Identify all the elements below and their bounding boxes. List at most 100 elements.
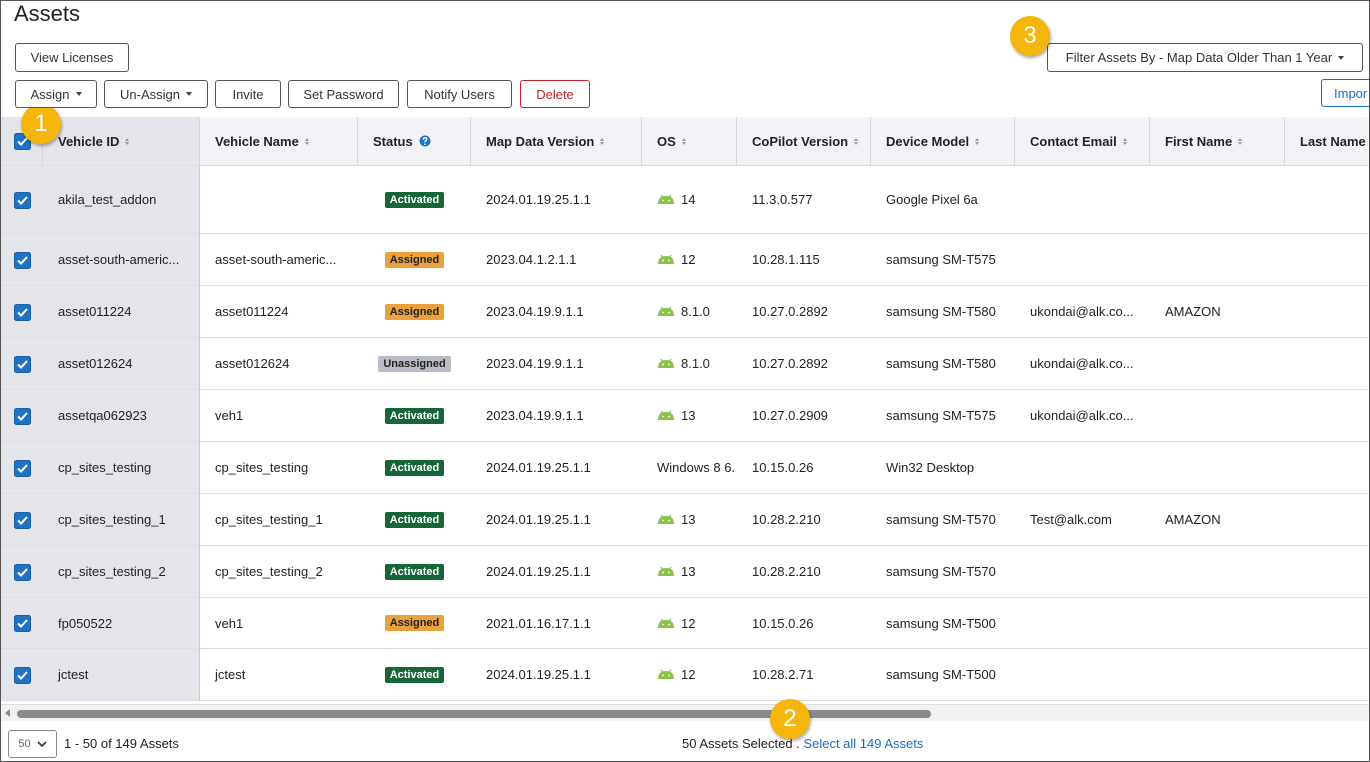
checkbox[interactable] (14, 191, 31, 209)
checkbox[interactable] (14, 511, 31, 529)
action-button[interactable]: Set Password (288, 80, 399, 108)
table-cell (1150, 649, 1285, 701)
scroll-thumb[interactable] (17, 710, 931, 718)
cell-text: ukondai@alk.co... (1030, 356, 1134, 371)
cell-text: samsung SM-T500 (886, 667, 996, 682)
column-header[interactable]: Contact Email (1015, 117, 1150, 166)
help-icon[interactable] (419, 135, 431, 147)
cell-text: cp_sites_testing_2 (58, 564, 166, 579)
status-badge: Unassigned (378, 355, 451, 372)
checkbox[interactable] (14, 251, 31, 269)
table-cell (1285, 338, 1369, 390)
table-cell: Assigned (358, 286, 471, 338)
scroll-left-arrow[interactable] (5, 709, 10, 717)
checkbox[interactable] (14, 666, 31, 684)
table-cell: ukondai@alk.co... (1015, 286, 1150, 338)
table-cell: akila_test_addon (43, 166, 200, 234)
cell-text: AMAZON (1165, 512, 1221, 527)
table-cell: 2023.04.19.9.1.1 (471, 286, 642, 338)
checkbox[interactable] (14, 355, 31, 373)
cell-text: samsung SM-T580 (886, 356, 996, 371)
column-title: CoPilot Version (752, 133, 849, 149)
table-cell: asset011224 (43, 286, 200, 338)
table-cell: samsung SM-T580 (871, 338, 1015, 390)
sort-icon (854, 137, 859, 145)
table-cell: veh1 (200, 598, 358, 649)
action-label: Invite (232, 86, 264, 102)
cell-text: akila_test_addon (58, 192, 157, 207)
cell-text: jctest (58, 667, 89, 682)
table-cell: samsung SM-T575 (871, 234, 1015, 286)
checkbox[interactable] (14, 459, 31, 477)
table-cell: Google Pixel 6a (871, 166, 1015, 234)
column-header[interactable]: CoPilot Version (737, 117, 871, 166)
table-cell: AMAZON (1150, 286, 1285, 338)
import-button[interactable]: Impor (1321, 79, 1369, 107)
table-cell: samsung SM-T570 (871, 494, 1015, 546)
cell-text: 2024.01.19.25.1.1 (486, 512, 591, 527)
filter-button[interactable]: Filter Assets By - Map Data Older Than 1… (1047, 43, 1363, 72)
os-version: Windows 8 6. (657, 460, 736, 475)
table-cell (1150, 234, 1285, 286)
cell-text: asset012624 (58, 356, 133, 371)
os-version: 13 (681, 512, 696, 527)
select-all-link[interactable]: Select all 149 Assets (803, 736, 924, 751)
table-cell: 10.27.0.2892 (737, 286, 871, 338)
column-title: Device Model (886, 133, 970, 149)
cell-text: 10.27.0.2892 (752, 304, 828, 319)
column-header[interactable]: Last Name (1285, 117, 1369, 166)
status-badge: Assigned (384, 303, 445, 320)
action-button[interactable]: Assign (15, 80, 97, 108)
checkbox[interactable] (14, 563, 31, 581)
cell-text: samsung SM-T575 (886, 252, 996, 267)
android-icon (658, 669, 674, 679)
action-button[interactable]: Notify Users (407, 80, 512, 108)
sort-up (1122, 137, 1127, 141)
android-icon (658, 306, 674, 316)
table-cell: Win32 Desktop (871, 442, 1015, 494)
column-header[interactable]: First Name (1150, 117, 1285, 166)
page-size-select[interactable]: 50 (8, 730, 57, 758)
table-cell (1150, 546, 1285, 598)
cell-text: 2024.01.19.25.1.1 (486, 460, 591, 475)
cell-text: Google Pixel 6a (886, 192, 978, 207)
table-cell (1015, 166, 1150, 234)
column-header[interactable]: Vehicle Name (200, 117, 358, 166)
checkbox[interactable] (14, 615, 31, 632)
column-header[interactable]: Map Data Version (471, 117, 642, 166)
table-cell: 2021.01.16.17.1.1 (471, 598, 642, 649)
table-cell: jctest (200, 649, 358, 701)
column-title: Map Data Version (486, 133, 595, 149)
table-cell (1150, 338, 1285, 390)
os-version: 12 (681, 615, 696, 631)
table-cell: Test@alk.com (1015, 494, 1150, 546)
column-header[interactable]: Device Model (871, 117, 1015, 166)
column-header[interactable]: OS (642, 117, 737, 166)
checkbox[interactable] (14, 407, 31, 425)
table-cell: 8.1.0 (642, 286, 737, 338)
page-title: Assets (14, 1, 81, 26)
cell-text: samsung SM-T575 (886, 408, 996, 423)
table-cell (1285, 390, 1369, 442)
table-cell: 2024.01.19.25.1.1 (471, 442, 642, 494)
action-button[interactable]: Delete (520, 80, 590, 108)
table-cell: ukondai@alk.co... (1015, 390, 1150, 442)
column-header[interactable]: Vehicle ID (43, 117, 200, 166)
action-button[interactable]: Invite (215, 80, 281, 108)
view-licenses-button[interactable]: View Licenses (15, 43, 129, 72)
table-cell: Activated (358, 546, 471, 598)
cell-text: 2023.04.19.9.1.1 (486, 408, 584, 423)
cell-text: veh1 (215, 615, 244, 631)
table-cell (1285, 598, 1369, 649)
table-cell: Activated (358, 649, 471, 701)
os-version: 8.1.0 (681, 356, 710, 371)
horizontal-scrollbar[interactable] (1, 704, 1369, 721)
checkbox[interactable] (14, 303, 31, 321)
action-button[interactable]: Un-Assign (104, 80, 208, 108)
column-header[interactable]: Status (358, 117, 471, 166)
status-badge: Activated (384, 563, 445, 580)
sort-up (681, 137, 686, 141)
table-cell: 10.15.0.26 (737, 442, 871, 494)
cell-text: asset012624 (215, 356, 290, 371)
